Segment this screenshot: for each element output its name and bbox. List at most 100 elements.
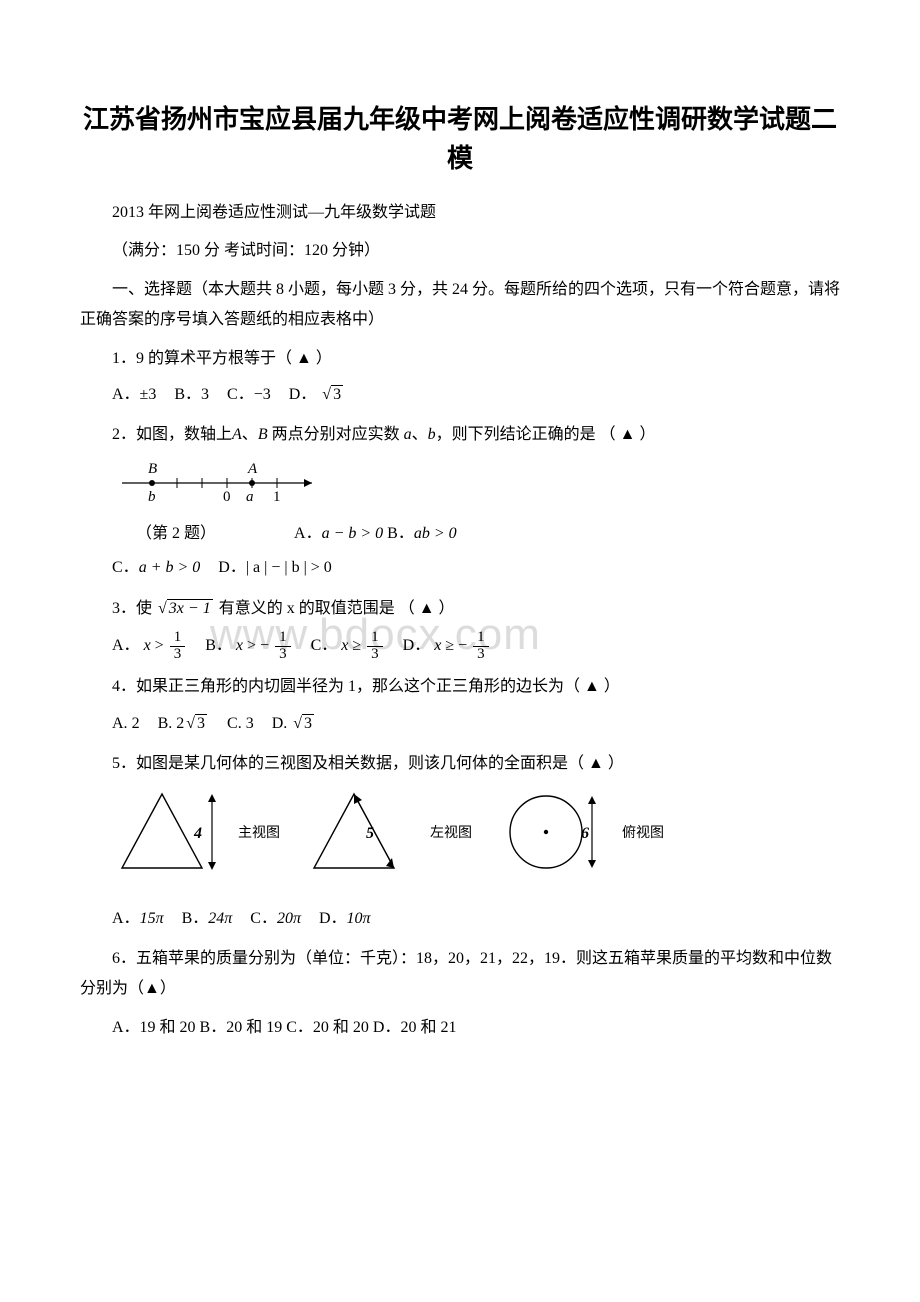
q1-opt-a: A．±3 [112, 386, 156, 403]
q3-options: A． x > 13 B． x > − 13 C． x ≥ 13 D． x ≥ −… [112, 630, 840, 663]
sqrt-icon: 3 [184, 709, 209, 739]
q2-opt-b-expr: ab > 0 [414, 525, 457, 542]
q4-options: A. 2 B. 23 C. 3 D. 3 [112, 709, 840, 739]
q2-opt-d-label: D． [218, 559, 246, 576]
q2-opt-c-label: C． [112, 559, 139, 576]
front-view-svg: 4 [112, 788, 232, 876]
q3-opt-c-label: C． [311, 637, 338, 654]
q1-options: A．±3 B．3 C．−3 D． 3 [112, 380, 840, 410]
q3-opt-d-label: D． [403, 637, 431, 654]
q4-opt-c-val: 3 [246, 715, 254, 732]
q3-x: x [236, 637, 243, 654]
axis-a-label: a [246, 489, 254, 505]
q5-options: A．15π B．24π C．20π D．10π [112, 904, 840, 934]
q2-opt-a-label: A． [294, 525, 322, 542]
q3-opt-b-label: B． [205, 637, 232, 654]
q5-opt-a-label: A． [112, 910, 140, 927]
q1-opt-c: C．−3 [227, 386, 271, 403]
q2-opt-a: A．a − b > 0 [294, 525, 387, 542]
subtitle: 2013 年网上阅卷适应性测试—九年级数学试题 [80, 198, 840, 228]
q2-number-line: B b A 0 a 1 [112, 457, 840, 509]
fraction-icon: 13 [275, 630, 291, 663]
sqrt-icon: 3x − 1 [156, 594, 215, 624]
q3-opt-d: D． x ≥ − 13 [403, 637, 491, 654]
q2-stem-prefix: 2．如图，数轴上 [112, 426, 232, 443]
q1-opt-d-prefix: D． [289, 386, 317, 403]
q4-opt-b-coef: 2 [176, 715, 184, 732]
q5-opt-b: B．24π [182, 910, 233, 927]
frac-den: 3 [367, 647, 383, 663]
left-view: 5 左视图 [304, 788, 472, 876]
q2-opt-d: D．| a | − | b | > 0 [218, 559, 332, 576]
q5-opt-c-val: 20π [277, 910, 301, 927]
number-line-svg: B b A 0 a 1 [112, 457, 342, 509]
q5-opt-a-val: 15π [140, 910, 164, 927]
q6-stem: 6．五箱苹果的质量分别为（单位：千克）：18，20，21，22，19．则这五箱苹… [80, 944, 840, 1005]
q4-opt-b: B. 23 [158, 715, 213, 732]
q2-mid3: 、 [412, 426, 428, 443]
sqrt-icon: 3 [291, 709, 316, 739]
axis-zero-label: 0 [223, 489, 231, 505]
q2-stem: 2．如图，数轴上A、B 两点分别对应实数 a、b，则下列结论正确的是 （ ▲ ） [112, 420, 840, 450]
q2-opt-c-expr: a + b > 0 [139, 559, 201, 576]
q3-opt-c: C． x ≥ 13 [311, 637, 389, 654]
frac-den: 3 [275, 647, 291, 663]
q1-opt-b: B．3 [174, 386, 209, 403]
q3-stem-prefix: 3．使 [112, 600, 152, 617]
fraction-icon: 13 [170, 630, 186, 663]
q4-opt-a-label: A. [112, 715, 128, 732]
front-view: 4 主视图 [112, 788, 280, 876]
q3-stem: 3．使 3x − 1 有意义的 x 的取值范围是 （ ▲ ） [112, 594, 840, 624]
q4-opt-a: A. 2 [112, 715, 144, 732]
left-dim: 5 [366, 825, 374, 842]
q2-caption-row: （第 2 题） A．a − b > 0 B．ab > 0 [136, 519, 840, 549]
q3-ge: ≥ [445, 637, 454, 654]
top-view-label: 俯视图 [622, 822, 664, 842]
q2-sym-a: a [404, 426, 412, 443]
q3-opt-b: B． x > − 13 [205, 637, 296, 654]
q1-stem: 1．9 的算术平方根等于（ ▲ ） [112, 344, 840, 374]
page-title: 江苏省扬州市宝应县届九年级中考网上阅卷适应性调研数学试题二模 [80, 100, 840, 178]
q4-opt-c: C. 3 [227, 715, 258, 732]
q4-opt-c-label: C. [227, 715, 242, 732]
frac-num: 1 [170, 630, 186, 647]
axis-A-label: A [247, 461, 258, 477]
q3-ge: ≥ [352, 637, 361, 654]
q5-opt-d-label: D． [319, 910, 347, 927]
left-view-label: 左视图 [430, 822, 472, 842]
q2-opt-a-expr: a − b > 0 [322, 525, 384, 542]
q3-stem-suffix: 有意义的 x 的取值范围是 （ ▲ ） [219, 600, 455, 617]
q5-opt-c-label: C． [250, 910, 277, 927]
q4-opt-a-val: 2 [132, 715, 140, 732]
q2-opt-b: B．ab > 0 [387, 525, 456, 542]
q4-stem: 4．如果正三角形的内切圆半径为 1，那么这个正三角形的边长为（ ▲ ） [112, 672, 840, 702]
q4-opt-d-rad: 3 [302, 714, 314, 732]
q5-stem: 5．如图是某几何体的三视图及相关数据，则该几何体的全面积是（ ▲ ） [112, 749, 840, 779]
q1-opt-d: D． 3 [289, 386, 345, 403]
q2-sym-b: b [428, 426, 436, 443]
frac-den: 3 [473, 647, 489, 663]
q2-opt-b-label: B． [387, 525, 414, 542]
q2-mid1: 、 [242, 426, 258, 443]
q2-options-row2: C．a + b > 0 D．| a | − | b | > 0 [112, 553, 840, 583]
axis-B-label: B [148, 461, 157, 477]
q3-x: x [434, 637, 441, 654]
frac-num: 1 [275, 630, 291, 647]
q5-opt-a: A．15π [112, 910, 164, 927]
q4-opt-d: D. 3 [272, 715, 316, 732]
front-view-label: 主视图 [238, 822, 280, 842]
q5-opt-b-label: B． [182, 910, 209, 927]
axis-b-label: b [148, 489, 156, 505]
q2-opt-c: C．a + b > 0 [112, 559, 204, 576]
q2-caption: （第 2 题） [136, 525, 216, 542]
q3-opt-a: A． x > 13 [112, 637, 191, 654]
q3-gt: > [155, 637, 164, 654]
fraction-icon: 13 [473, 630, 489, 663]
section-1-heading: 一、选择题（本大题共 8 小题，每小题 3 分，共 24 分。每题所给的四个选项… [80, 275, 840, 336]
q5-opt-d-val: 10π [347, 910, 371, 927]
q3-x: x [341, 637, 348, 654]
frac-den: 3 [170, 647, 186, 663]
fullmarks-line: （满分：150 分 考试时间：120 分钟） [80, 236, 840, 266]
q1-opt-d-rad: 3 [331, 385, 343, 403]
q2-mid2: 两点分别对应实数 [268, 426, 404, 443]
